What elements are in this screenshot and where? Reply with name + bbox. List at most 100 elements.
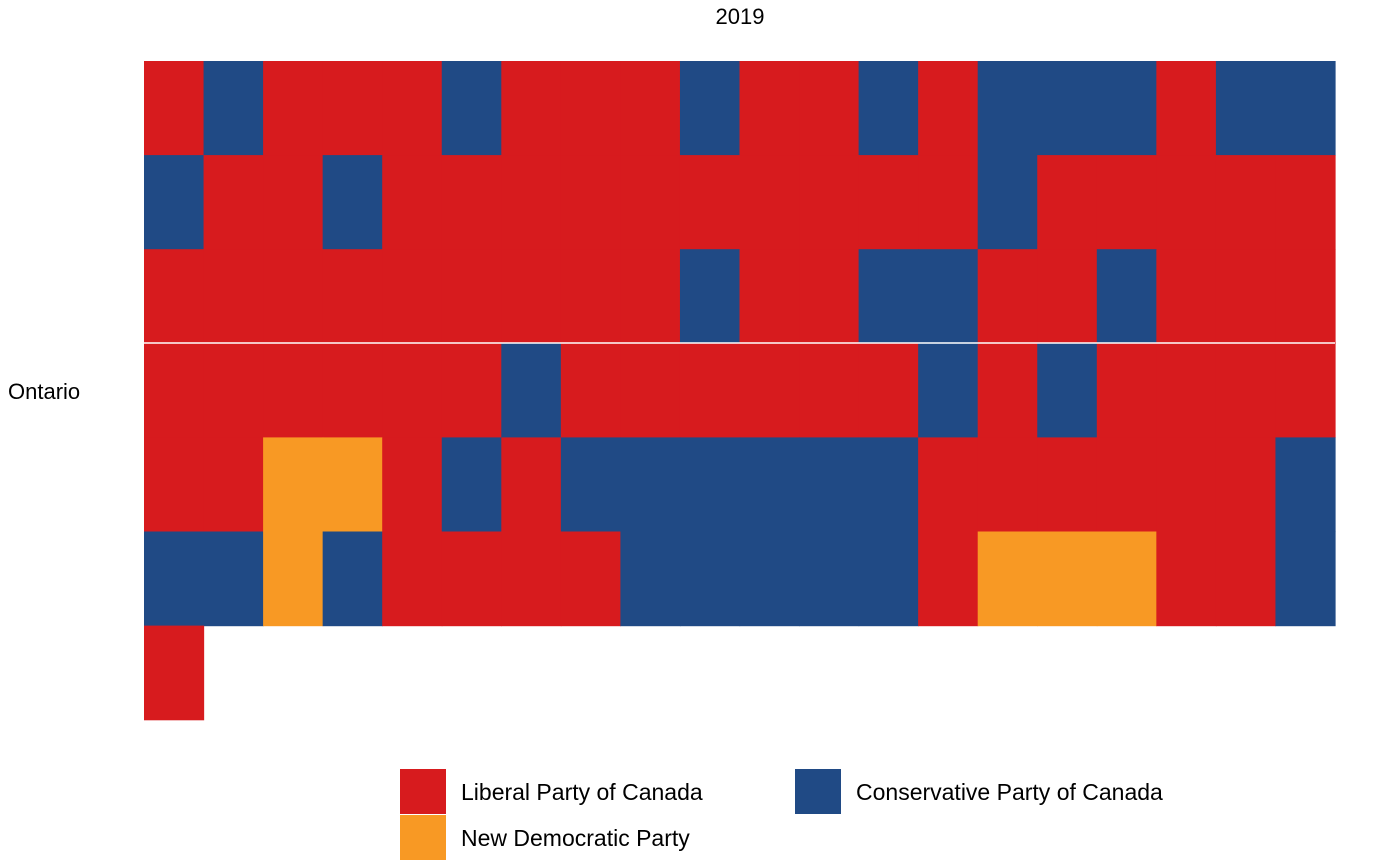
legend-swatch-L — [400, 769, 446, 814]
seat-cell-N — [1096, 531, 1157, 627]
seat-cell-L — [322, 61, 383, 156]
seat-cell-L — [501, 531, 562, 627]
seat-cell-C — [1215, 61, 1277, 156]
legend-label-C: Conservative Party of Canada — [856, 779, 1163, 805]
seat-cell-L — [1215, 437, 1277, 533]
seat-cell-L — [263, 155, 324, 250]
seat-cell-C — [501, 343, 562, 438]
legend-swatch-C — [795, 769, 841, 814]
seat-cell-C — [620, 531, 681, 627]
seat-cell-L — [144, 437, 205, 533]
seat-cell-L — [739, 249, 800, 344]
seat-cell-L — [1156, 343, 1217, 438]
seat-cell-C — [858, 249, 919, 344]
seat-cell-N — [1037, 531, 1098, 627]
seat-cell-L — [501, 249, 562, 344]
seat-cell-L — [1215, 531, 1277, 627]
seat-cell-C — [203, 531, 264, 627]
seat-cell-L — [977, 249, 1038, 344]
seat-cell-L — [1096, 437, 1157, 533]
row-label-ontario: Ontario — [8, 379, 80, 404]
seat-cell-L — [1096, 343, 1157, 438]
seat-cell-L — [560, 249, 621, 344]
seat-cell-L — [1215, 249, 1277, 344]
seat-cell-L — [918, 155, 979, 250]
seat-cell-L — [799, 61, 860, 156]
seat-cell-L — [441, 249, 502, 344]
seat-cell-L — [620, 155, 681, 250]
seat-cell-L — [1156, 61, 1217, 156]
seat-cell-L — [501, 437, 562, 533]
seat-cell-L — [203, 155, 264, 250]
seat-cell-L — [263, 61, 324, 156]
seat-cell-L — [322, 343, 383, 438]
seat-cell-L — [977, 437, 1038, 533]
seat-cell-C — [441, 437, 502, 533]
seat-cell-L — [203, 437, 264, 533]
seat-cell-L — [1156, 155, 1217, 250]
seat-cell-C — [1275, 531, 1336, 627]
seat-cell-C — [322, 531, 383, 627]
seat-cell-C — [144, 155, 205, 250]
seat-cell-L — [858, 343, 919, 438]
seat-cell-C — [679, 249, 741, 344]
seat-cell-L — [1037, 437, 1098, 533]
seat-cell-C — [679, 61, 741, 156]
legend-label-N: New Democratic Party — [461, 825, 690, 851]
seat-cell-L — [560, 531, 621, 627]
seat-cell-L — [799, 249, 860, 344]
seat-cell-C — [739, 531, 800, 627]
seat-cell-L — [1037, 155, 1098, 250]
seat-cell-C — [977, 61, 1038, 156]
seat-cell-L — [620, 249, 681, 344]
seat-cell-C — [858, 531, 919, 627]
seat-cell-N — [322, 437, 383, 533]
seat-cell-C — [1275, 437, 1336, 533]
seat-cell-L — [977, 343, 1038, 438]
legend-swatch-N — [400, 815, 446, 860]
seat-cell-C — [858, 437, 919, 533]
seat-cell-L — [799, 343, 860, 438]
seat-cell-L — [382, 249, 443, 344]
seat-cell-C — [739, 437, 800, 533]
seat-cell-N — [263, 531, 324, 627]
seat-cell-C — [144, 531, 205, 627]
seat-cell-L — [382, 155, 443, 250]
seat-cell-L — [203, 343, 264, 438]
seat-cell-C — [441, 61, 502, 156]
seat-cell-L — [739, 61, 800, 156]
facet-title: 2019 — [716, 4, 765, 29]
seat-cell-L — [1156, 531, 1217, 627]
seat-cell-L — [739, 343, 800, 438]
seat-cell-L — [382, 531, 443, 627]
seat-cell-L — [739, 155, 800, 250]
seat-cell-L — [203, 249, 264, 344]
seat-cell-L — [1156, 437, 1217, 533]
seat-cell-C — [1037, 343, 1098, 438]
seat-cell-C — [1096, 249, 1157, 344]
seat-cell-L — [1275, 155, 1336, 250]
seat-cell-L — [501, 155, 562, 250]
seat-cell-L — [382, 437, 443, 533]
seat-cell-L — [382, 61, 443, 156]
seat-cell-L — [1037, 249, 1098, 344]
seat-cell-C — [620, 437, 681, 533]
seat-cell-L — [1275, 343, 1336, 438]
seat-cell-L — [144, 625, 205, 721]
seat-cell-L — [858, 155, 919, 250]
seat-cell-L — [263, 249, 324, 344]
seat-cell-C — [1096, 61, 1157, 156]
seat-cell-C — [977, 155, 1038, 250]
seat-cell-L — [620, 343, 681, 438]
seat-cell-L — [441, 343, 502, 438]
seat-cell-L — [560, 343, 621, 438]
seat-cell-L — [1096, 155, 1157, 250]
seat-cell-L — [918, 531, 979, 627]
seat-cell-C — [918, 249, 979, 344]
seat-cell-C — [799, 531, 860, 627]
seat-cell-L — [382, 343, 443, 438]
seat-cell-C — [560, 437, 621, 533]
legend-label-L: Liberal Party of Canada — [461, 779, 703, 805]
seat-cell-L — [1215, 155, 1277, 250]
seat-cell-L — [1215, 343, 1277, 438]
